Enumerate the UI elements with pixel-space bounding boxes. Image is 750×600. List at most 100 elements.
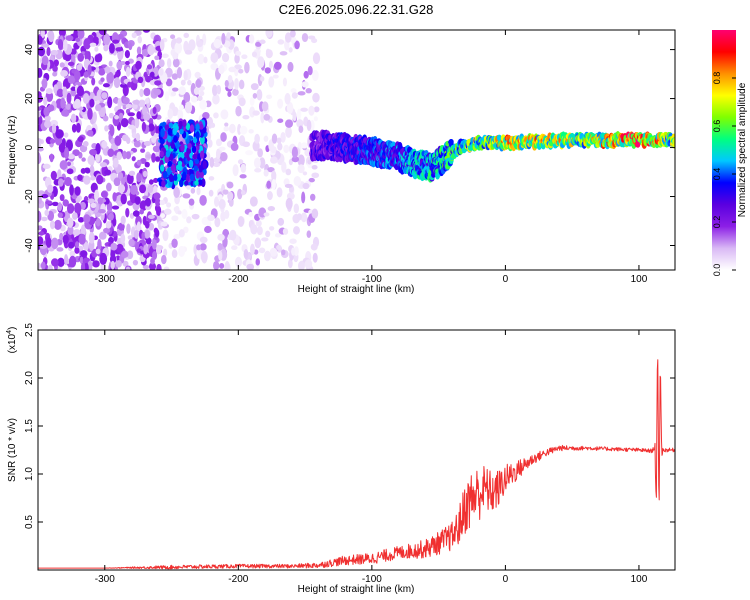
spectrogram-cell xyxy=(234,64,242,70)
spectrogram-cell xyxy=(132,259,139,266)
spectrogram-cell xyxy=(105,221,112,229)
spectrogram-cell xyxy=(75,122,81,133)
spectrogram-cell xyxy=(284,183,293,189)
spectrogram-cell xyxy=(144,229,151,239)
spectrogram-cell xyxy=(167,160,173,167)
spectrogram-cell xyxy=(127,235,133,240)
spectrogram-cell xyxy=(188,159,194,168)
spectrogram-cell xyxy=(55,129,64,139)
spectrogram-cell xyxy=(293,176,302,187)
spectrogram-cell xyxy=(311,164,318,170)
spectrogram-cell xyxy=(293,203,300,214)
spectrogram-cell xyxy=(83,71,89,78)
spectrogram-cell xyxy=(60,70,69,77)
spectrogram-cell xyxy=(672,137,675,145)
spectrogram-cell xyxy=(255,258,261,266)
spectrogram-cell xyxy=(312,92,320,103)
spectrogram-cell xyxy=(65,103,71,110)
spectrogram-cell xyxy=(253,157,261,169)
spectrogram-cell xyxy=(310,193,316,201)
spectrogram-cell xyxy=(160,213,166,219)
spectrogram-cell xyxy=(182,119,187,128)
spectrogram-cell xyxy=(270,156,278,164)
spectrogram-cell xyxy=(143,140,152,147)
spectrogram-cell xyxy=(132,210,140,217)
spectrogram-cell xyxy=(125,207,130,218)
spectrogram-cell xyxy=(238,97,246,107)
spectrogram-cell xyxy=(178,120,184,128)
spectrogram-cell xyxy=(198,179,203,186)
spectrogram-cell xyxy=(191,213,200,220)
spectrogram-cell xyxy=(168,122,174,128)
spectrogram-cell xyxy=(263,135,269,142)
spectrogram-cell xyxy=(59,194,65,202)
spectrogram-cell xyxy=(288,158,293,166)
spectrogram-cell xyxy=(67,153,76,160)
spectrogram-cell xyxy=(112,192,117,202)
spectrogram-cell xyxy=(199,194,207,206)
spectrogram-cell xyxy=(94,46,99,52)
spectrogram-cell xyxy=(38,262,42,269)
spectrogram-cell xyxy=(195,79,202,88)
spectrogram-cell xyxy=(83,262,89,270)
spectrogram-cell xyxy=(128,170,136,176)
figure-title: C2E6.2025.096.22.31.G28 xyxy=(279,2,434,17)
spectrogram-cell xyxy=(168,173,174,183)
spectrogram-cell xyxy=(136,46,142,55)
spectrogram-cell xyxy=(189,173,195,181)
spectrogram-cell xyxy=(134,196,141,205)
spectrogram-cell xyxy=(83,38,91,50)
spectrogram-cell xyxy=(62,199,69,207)
spectrogram-x-tick-label: -100 xyxy=(362,274,382,285)
spectrogram-frame xyxy=(37,29,676,271)
spectrogram-cell xyxy=(203,56,208,64)
spectrogram-cell xyxy=(242,114,250,120)
spectrogram-cell xyxy=(136,172,142,183)
spectrogram-cell xyxy=(256,89,263,101)
spectrogram-cell xyxy=(196,40,204,48)
spectrogram-cell xyxy=(170,163,175,172)
spectrogram-cell xyxy=(194,180,199,186)
spectrogram-cell xyxy=(101,92,108,99)
spectrogram-cell xyxy=(266,180,272,189)
spectrogram-cell xyxy=(59,160,68,170)
spectrogram-cell xyxy=(215,138,222,147)
spectrogram-cell xyxy=(134,117,140,129)
spectrogram-cell xyxy=(153,177,159,184)
spectrogram-cell xyxy=(194,71,201,79)
spectrogram-cell xyxy=(270,146,277,154)
snr-y-tick-label: 1.5 xyxy=(24,419,35,433)
spectrogram-cell xyxy=(107,148,115,158)
spectrogram-cell xyxy=(161,53,169,58)
spectrogram-cell xyxy=(135,132,141,142)
spectrogram-cell xyxy=(48,30,55,43)
spectrogram-cell xyxy=(245,150,254,156)
spectrogram-cell xyxy=(162,229,169,242)
spectrogram-cell xyxy=(92,260,100,268)
spectrogram-cell xyxy=(218,250,223,261)
spectrogram-cell xyxy=(261,101,269,112)
spectrogram-cell xyxy=(49,220,55,230)
spectrogram-cell xyxy=(144,161,150,168)
spectrogram-cell xyxy=(54,219,62,230)
spectrogram-cell xyxy=(248,34,255,44)
spectrogram-cell xyxy=(184,49,193,55)
spectrogram-cell xyxy=(201,216,210,226)
spectrogram-cell xyxy=(171,215,179,222)
spectrogram-cell xyxy=(190,95,198,103)
spectrogram-cell xyxy=(108,236,114,244)
spectrogram-cell xyxy=(296,213,302,221)
spectrogram-cell xyxy=(248,129,254,134)
spectrogram-cell xyxy=(311,208,319,219)
spectrogram-cell xyxy=(216,84,221,95)
spectrogram-cell xyxy=(148,262,157,270)
spectrogram-cell xyxy=(296,119,304,128)
spectrogram-cell xyxy=(280,131,286,143)
spectrogram-cell xyxy=(311,172,320,179)
spectrogram-cell xyxy=(195,123,200,132)
spectrogram-cell xyxy=(147,185,154,194)
spectrogram-cell xyxy=(38,225,43,231)
spectrogram-cell xyxy=(75,98,82,109)
spectrogram-cell xyxy=(53,84,59,94)
